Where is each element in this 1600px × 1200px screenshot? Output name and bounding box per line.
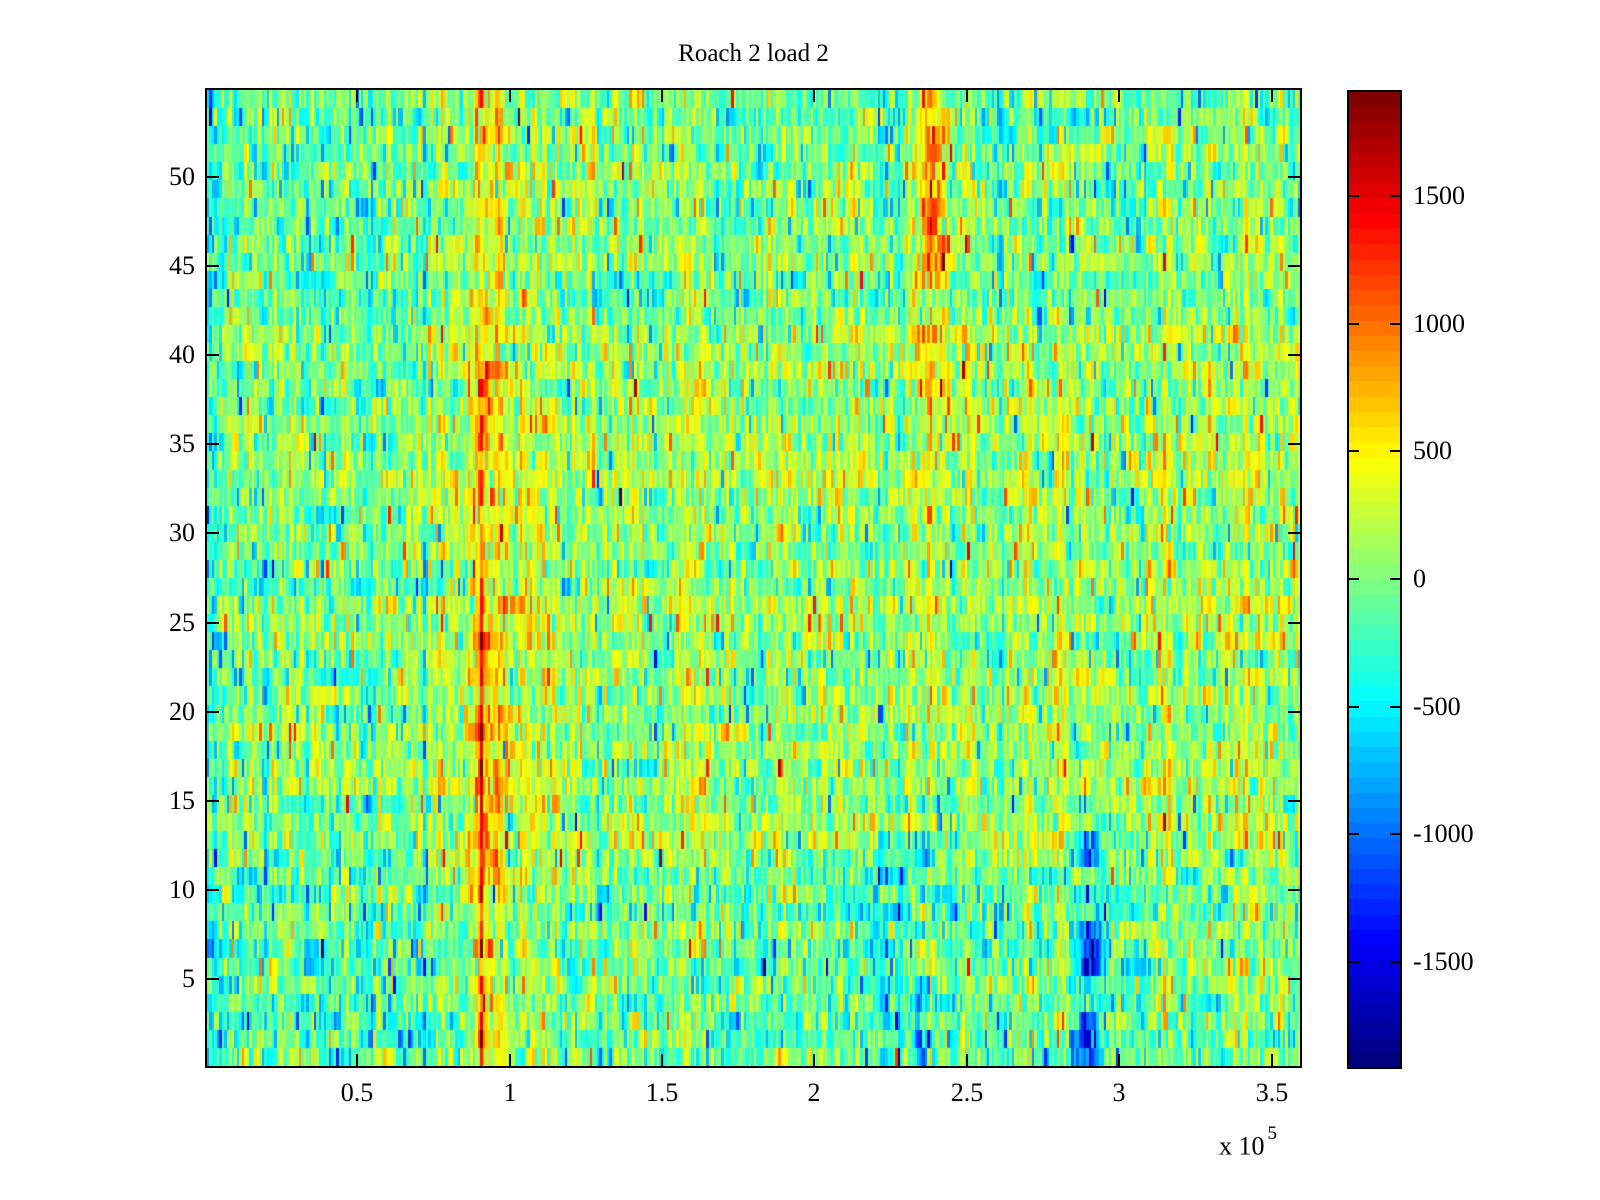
colorbar-tick-mark-right	[1390, 323, 1400, 325]
y-tick-mark-right	[1288, 176, 1300, 178]
x-tick-mark-top	[813, 90, 815, 102]
colorbar-tick-mark-left	[1349, 578, 1359, 580]
y-tick-label: 25	[169, 608, 195, 637]
x-tick-mark	[1271, 1054, 1273, 1066]
y-tick-mark-right	[1288, 978, 1300, 980]
colorbar-tick-mark-left	[1349, 195, 1359, 197]
colorbar-tick-mark-left	[1349, 450, 1359, 452]
y-tick-mark	[207, 622, 219, 624]
x-tick-label: 0.5	[340, 1078, 374, 1107]
y-tick-mark	[207, 978, 219, 980]
colorbar-tick-mark-right	[1390, 195, 1400, 197]
x-tick-mark-top	[966, 90, 968, 102]
colorbar-tick-mark-right	[1390, 833, 1400, 835]
x-tick-mark-top	[1271, 90, 1273, 102]
y-tick-label: 5	[182, 964, 195, 993]
colorbar-tick-label: 1500	[1413, 181, 1465, 210]
y-tick-mark-right	[1288, 711, 1300, 713]
x-tick-mark-top	[661, 90, 663, 102]
colorbar-tick-label: 0	[1413, 564, 1426, 593]
y-tick-label: 15	[169, 786, 195, 815]
colorbar-tick-mark-left	[1349, 833, 1359, 835]
y-tick-mark-right	[1288, 889, 1300, 891]
y-tick-label: 40	[169, 340, 195, 369]
x-axis-scale-label: x 10 5	[1219, 1123, 1277, 1162]
heatmap-canvas	[207, 90, 1300, 1066]
x-tick-mark	[356, 1054, 358, 1066]
colorbar-tick-label: -500	[1413, 692, 1461, 721]
y-tick-label: 10	[169, 875, 195, 904]
colorbar-tick-mark-left	[1349, 323, 1359, 325]
y-tick-mark	[207, 443, 219, 445]
y-tick-mark-right	[1288, 622, 1300, 624]
x-tick-label: 2	[807, 1078, 821, 1107]
y-tick-mark-right	[1288, 532, 1300, 534]
heatmap-plot-area	[205, 88, 1302, 1068]
x-scale-exponent: 5	[1267, 1123, 1278, 1144]
x-tick-label: 2.5	[950, 1078, 984, 1107]
y-tick-label: 45	[169, 251, 195, 280]
y-tick-mark	[207, 532, 219, 534]
y-tick-mark	[207, 889, 219, 891]
colorbar-tick-label: 1000	[1413, 309, 1465, 338]
y-tick-mark	[207, 800, 219, 802]
x-scale-mantissa: x 10	[1219, 1131, 1265, 1161]
y-tick-mark-right	[1288, 354, 1300, 356]
colorbar-tick-label: 500	[1413, 436, 1452, 465]
x-tick-mark-top	[356, 90, 358, 102]
x-tick-mark	[966, 1054, 968, 1066]
y-tick-mark-right	[1288, 800, 1300, 802]
colorbar-tick-mark-right	[1390, 450, 1400, 452]
x-tick-mark	[813, 1054, 815, 1066]
x-tick-mark-top	[1118, 90, 1120, 102]
y-tick-mark	[207, 354, 219, 356]
y-tick-mark	[207, 176, 219, 178]
colorbar-tick-mark-right	[1390, 578, 1400, 580]
colorbar-tick-mark-left	[1349, 961, 1359, 963]
x-tick-label: 3.5	[1255, 1078, 1289, 1107]
x-tick-mark	[661, 1054, 663, 1066]
y-tick-mark-right	[1288, 443, 1300, 445]
colorbar-tick-mark-right	[1390, 706, 1400, 708]
x-tick-mark	[509, 1054, 511, 1066]
colorbar	[1347, 90, 1402, 1069]
y-tick-label: 30	[169, 518, 195, 547]
y-tick-label: 20	[169, 697, 195, 726]
plot-title: Roach 2 load 2	[678, 40, 829, 67]
y-tick-label: 35	[169, 429, 195, 458]
y-tick-mark	[207, 711, 219, 713]
colorbar-tick-mark-right	[1390, 961, 1400, 963]
x-tick-mark	[1118, 1054, 1120, 1066]
x-tick-label: 1	[503, 1078, 517, 1107]
y-tick-label: 50	[169, 162, 195, 191]
colorbar-tick-label: -1000	[1413, 819, 1474, 848]
y-tick-mark	[207, 265, 219, 267]
x-tick-label: 3	[1112, 1078, 1126, 1107]
colorbar-tick-label: -1500	[1413, 947, 1474, 976]
y-tick-mark-right	[1288, 265, 1300, 267]
x-tick-mark-top	[509, 90, 511, 102]
colorbar-tick-mark-left	[1349, 706, 1359, 708]
x-tick-label: 1.5	[645, 1078, 679, 1107]
